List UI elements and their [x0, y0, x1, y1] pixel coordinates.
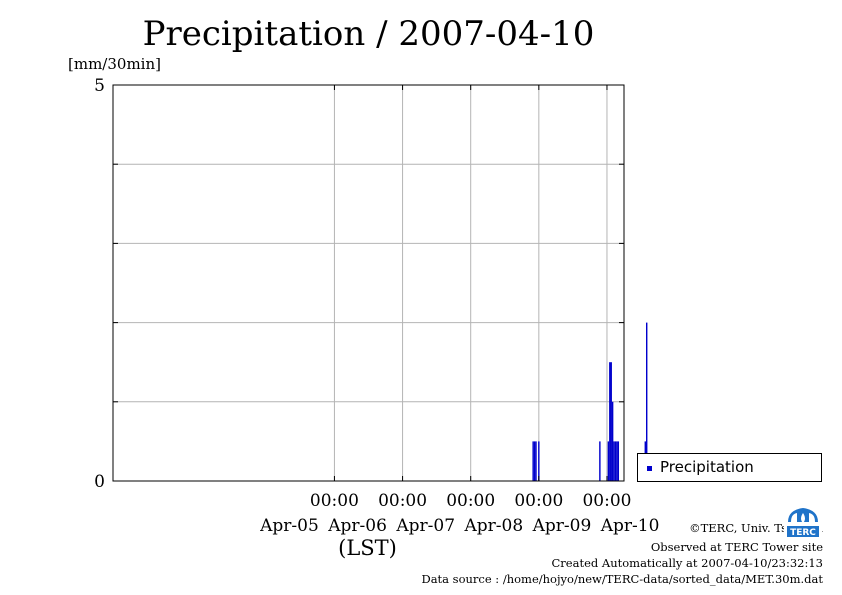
precipitation-bar [535, 441, 537, 481]
y-tick-label: 0 [94, 472, 105, 492]
precipitation-bar [533, 441, 536, 481]
precipitation-bar [614, 441, 617, 481]
precipitation-bar [599, 441, 601, 481]
precipitation-bar [646, 322, 648, 481]
axis-ticks [113, 84, 624, 482]
x-axis-label: (LST) [338, 536, 397, 560]
x-tick-time-label: 00:00 [582, 491, 631, 511]
legend: Precipitation [637, 453, 822, 482]
y-tick-label: 5 [94, 76, 105, 96]
precipitation-bar [532, 441, 534, 481]
precipitation-bar [617, 441, 620, 481]
precipitation-bar [616, 441, 618, 481]
tick-labels: 0 5 00:00 Apr-05 00:00 Apr-06 00:00 Apr-07 00:00… [94, 76, 659, 560]
chart-title: Precipitation / 2007-04-10 [142, 14, 595, 54]
observed-text: Observed at TERC Tower site [650, 540, 823, 554]
x-tick-date-label: Apr-08 [463, 516, 523, 536]
x-tick-time-label: 00:00 [378, 491, 427, 511]
precipitation-bar [538, 441, 540, 481]
precipitation-bar [610, 362, 612, 481]
x-tick-date-label: Apr-05 [259, 516, 319, 536]
precipitation-bar [607, 441, 610, 481]
created-text: Created Automatically at 2007-04-10/23:3… [551, 556, 824, 570]
precipitation-bar [613, 441, 615, 481]
y-axis-label: [mm/30min] [68, 55, 161, 73]
x-tick-date-label: Apr-09 [532, 516, 592, 536]
precipitation-bar [611, 401, 614, 481]
precipitation-bar [609, 362, 611, 481]
terc-logo: TERC [784, 504, 822, 538]
x-tick-time-label: 00:00 [446, 491, 495, 511]
grid-lines [113, 85, 624, 481]
x-tick-date-label: Apr-10 [600, 516, 660, 536]
x-tick-date-label: Apr-06 [327, 516, 387, 536]
plot-frame [112, 84, 625, 482]
x-tick-time-label: 00:00 [514, 491, 563, 511]
legend-swatch [647, 466, 652, 471]
logo-text: TERC [790, 528, 816, 538]
x-tick-time-label: 00:00 [310, 491, 359, 511]
data-source-text: Data source : /home/hojyo/new/TERC-data/… [421, 572, 823, 586]
x-tick-date-label: Apr-07 [395, 516, 455, 536]
legend-label: Precipitation [660, 458, 754, 476]
